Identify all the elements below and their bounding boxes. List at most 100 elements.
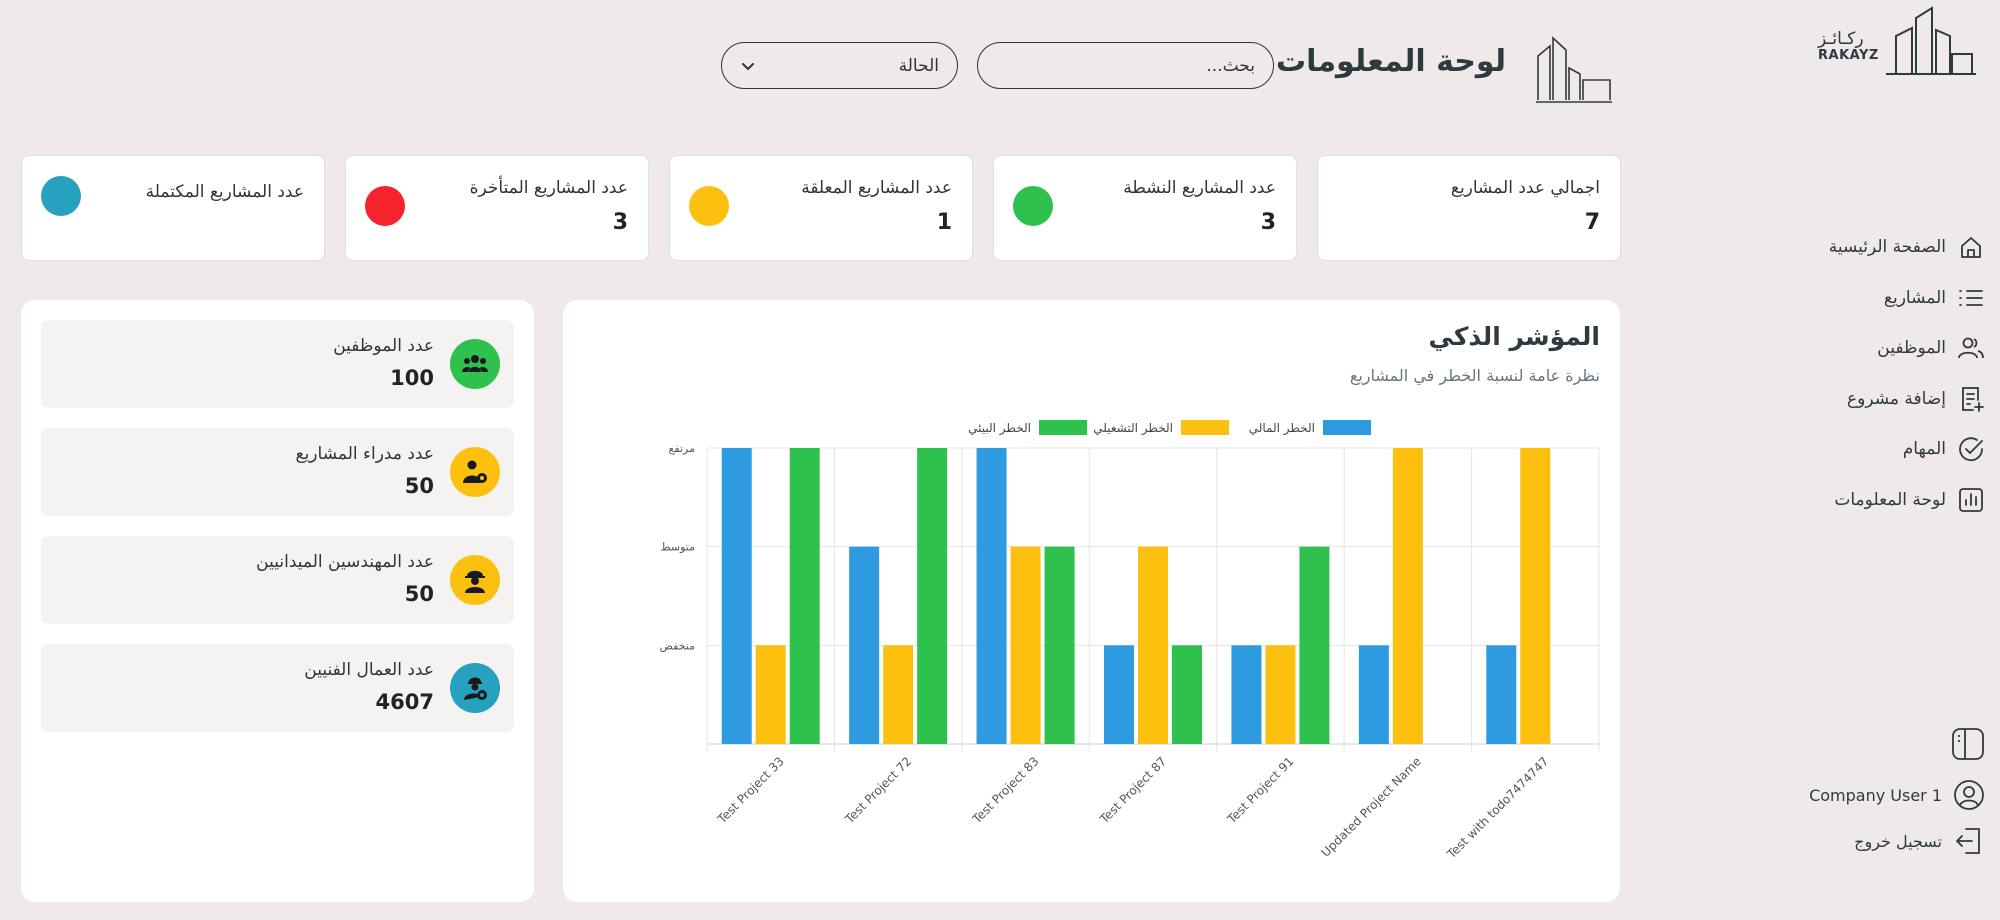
y-tick-label: متوسط <box>660 541 695 554</box>
x-tick-label: Test Project 91 <box>1224 754 1297 827</box>
bar <box>1044 546 1075 744</box>
status-filter-value: الحالة <box>898 55 939 76</box>
sidebar-item-label: لوحة المعلومات <box>1834 489 1946 510</box>
workforce-value: 50 <box>404 582 434 606</box>
stat-value: 3 <box>612 210 628 235</box>
stat-value: 7 <box>1584 210 1600 235</box>
engineer-helmet-icon <box>450 555 500 605</box>
stat-label: عدد المشاريع المكتملة <box>145 182 304 202</box>
chart-subtitle: نظرة عامة لنسبة الخطر في المشاريع <box>1349 366 1600 385</box>
legend-swatch <box>1181 420 1229 435</box>
check-circle-icon <box>1959 437 1983 462</box>
user-name: Company User 1 <box>1809 785 1942 805</box>
y-tick-label: مرتفع <box>669 442 696 455</box>
user-profile[interactable]: Company User 1 <box>1766 772 1986 818</box>
list-icon <box>1959 289 1983 306</box>
bar <box>849 546 880 744</box>
bar <box>1486 645 1517 744</box>
workforce-value: 100 <box>390 366 434 390</box>
bar <box>1299 546 1330 744</box>
sidebar-collapse-button[interactable] <box>1766 722 1986 766</box>
bar <box>1265 645 1296 744</box>
legend-label: الخطر التشغيلي <box>1093 421 1173 436</box>
y-tick-label: منخفض <box>660 639 695 652</box>
status-dot-green <box>1013 186 1053 226</box>
sidebar-item-tasks[interactable]: المهام <box>1766 424 1986 475</box>
sidebar-item-label: المشاريع <box>1883 287 1946 308</box>
smart-indicator-panel: المؤشر الذكي نظرة عامة لنسبة الخطر في ال… <box>563 300 1620 902</box>
bar <box>1138 546 1168 744</box>
status-dot-red <box>365 186 405 226</box>
bar <box>976 448 1007 744</box>
sidebar-nav: الصفحة الرئيسية المشاريع الموظفين إضافة … <box>1766 222 1986 525</box>
bar <box>1010 546 1041 744</box>
panel-toggle-icon <box>1952 728 1984 760</box>
buildings-icon <box>1536 36 1612 103</box>
bar <box>1520 448 1551 744</box>
sidebar-item-label: الموظفين <box>1877 338 1946 359</box>
logout-button[interactable]: تسجيل خروج <box>1766 818 1986 864</box>
workforce-item-project-managers: عدد مدراء المشاريع 50 <box>41 428 514 516</box>
stat-label: عدد المشاريع المعلقة <box>801 178 952 198</box>
chevron-down-icon <box>742 62 754 70</box>
team-icon <box>450 339 500 389</box>
workforce-panel: عدد الموظفين 100 عدد مدراء المشاريع 50 ع… <box>21 300 534 902</box>
stat-label: اجمالي عدد المشاريع <box>1450 178 1600 198</box>
logout-icon <box>1956 828 1980 854</box>
sidebar-item-employees[interactable]: الموظفين <box>1766 323 1986 374</box>
legend-label: الخطر البيئي <box>968 421 1031 436</box>
chart-title: المؤشر الذكي <box>1428 322 1600 351</box>
bar <box>789 448 820 744</box>
legend-swatch <box>1039 420 1087 435</box>
logout-label: تسجيل خروج <box>1854 831 1942 851</box>
bar <box>1104 645 1134 744</box>
x-tick-label: Test Project 83 <box>969 754 1042 827</box>
workforce-label: عدد الموظفين <box>333 336 434 356</box>
status-dot-teal <box>41 176 81 216</box>
home-icon <box>1961 237 1981 259</box>
sidebar-item-label: إضافة مشروع <box>1847 388 1946 409</box>
stat-card-active-projects: عدد المشاريع النشطة 3 <box>993 155 1297 261</box>
sidebar-item-dashboard[interactable]: لوحة المعلومات <box>1766 475 1986 526</box>
sidebar-item-projects[interactable]: المشاريع <box>1766 273 1986 324</box>
bar <box>721 448 752 744</box>
status-dot-yellow <box>689 186 729 226</box>
rakayz-logo-icon <box>1886 6 1976 75</box>
stat-label: عدد المشاريع النشطة <box>1123 178 1276 198</box>
brand-logo-text: ركـائـز RAKAYZ <box>1818 30 1879 63</box>
bar <box>1392 448 1423 744</box>
sidebar-item-label: المهام <box>1902 439 1946 460</box>
x-tick-label: Test Project 72 <box>842 754 915 827</box>
add-document-icon <box>1962 386 1984 412</box>
stat-card-pending-projects: عدد المشاريع المعلقة 1 <box>669 155 973 261</box>
stat-value: 1 <box>936 210 952 235</box>
brand-name-ar: ركـائـز <box>1818 29 1864 49</box>
status-filter-select[interactable]: الحالة <box>721 42 958 89</box>
bar <box>917 448 948 744</box>
stat-card-delayed-projects: عدد المشاريع المتأخرة 3 <box>345 155 649 261</box>
bar <box>883 645 914 744</box>
legend-label: الخطر المالي <box>1249 421 1315 436</box>
technician-icon <box>450 663 500 713</box>
users-icon <box>1958 337 1984 359</box>
x-tick-label: Updated Project Name <box>1318 754 1423 859</box>
bar <box>755 645 786 744</box>
user-circle-icon <box>1954 780 1984 810</box>
stat-card-completed-projects: عدد المشاريع المكتملة <box>21 155 325 261</box>
workforce-item-field-engineers: عدد المهندسين الميدانيين 50 <box>41 536 514 624</box>
bar <box>1172 645 1202 744</box>
workforce-label: عدد العمال الفنيين <box>304 660 434 680</box>
workforce-item-employees: عدد الموظفين 100 <box>41 320 514 408</box>
stat-value: 3 <box>1260 210 1276 235</box>
sidebar-item-add-project[interactable]: إضافة مشروع <box>1766 374 1986 425</box>
workforce-label: عدد مدراء المشاريع <box>295 444 434 464</box>
page-title: لوحة المعلومات <box>1276 44 1506 79</box>
sidebar-footer: Company User 1 تسجيل خروج <box>1766 722 1986 864</box>
sidebar-item-home[interactable]: الصفحة الرئيسية <box>1766 222 1986 273</box>
bar-chart-icon <box>1959 487 1983 512</box>
workforce-value: 50 <box>404 474 434 498</box>
workforce-value: 4607 <box>375 690 434 714</box>
search-input[interactable] <box>977 42 1274 89</box>
manager-gear-icon <box>450 447 500 497</box>
stat-card-total-projects: اجمالي عدد المشاريع 7 <box>1317 155 1621 261</box>
